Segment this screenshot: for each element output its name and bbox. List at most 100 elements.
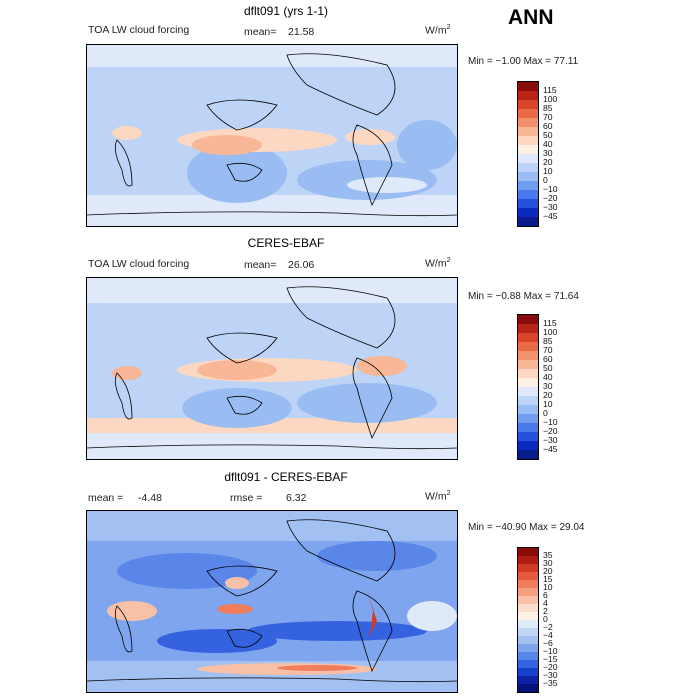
colorbar-swatch	[518, 620, 538, 628]
colorbar-swatch	[518, 652, 538, 660]
panel1-mean-label: mean=	[244, 26, 277, 38]
colorbar-tick-label: 10	[543, 399, 553, 409]
colorbar-swatch	[518, 450, 538, 459]
colorbar-tick-label: 20	[543, 157, 553, 167]
panel3-mean-label: mean =	[88, 492, 124, 504]
colorbar-swatch	[518, 181, 538, 190]
colorbar-swatch	[518, 145, 538, 154]
colorbar-swatch	[518, 628, 538, 636]
colorbar-swatch	[518, 109, 538, 118]
colorbar-tick-label: −30	[543, 670, 558, 680]
colorbar-tick-label: 60	[543, 354, 553, 364]
colorbar-swatch	[518, 199, 538, 208]
colorbar-swatch	[518, 91, 538, 100]
panel2-units: W/m2	[425, 257, 451, 270]
colorbar-tick-label: −15	[543, 654, 558, 664]
panel3-rmse-label: rmse =	[230, 492, 263, 504]
colorbar-swatch	[518, 190, 538, 199]
colorbar-tick-label: −20	[543, 662, 558, 672]
panel1-variable-label: TOA LW cloud forcing	[88, 24, 190, 36]
panel2-map	[86, 277, 458, 460]
colorbar-tick-label: −35	[543, 678, 558, 688]
colorbar-swatch	[518, 154, 538, 163]
colorbar-tick-label: −6	[543, 638, 553, 648]
colorbar-swatch	[518, 82, 538, 91]
panel2-map-field	[87, 278, 457, 459]
panel3-rmse-value: 6.32	[286, 492, 307, 504]
colorbar-swatch	[518, 684, 538, 692]
colorbar-swatch	[518, 548, 538, 556]
colorbar-tick-label: 50	[543, 130, 553, 140]
colorbar-tick-label: −10	[543, 646, 558, 656]
colorbar-tick-label: −10	[543, 184, 558, 194]
colorbar-tick-label: 2	[543, 606, 548, 616]
colorbar-tick-label: 30	[543, 381, 553, 391]
colorbar-swatch	[518, 100, 538, 109]
colorbar-tick-label: −4	[543, 630, 553, 640]
colorbar-tick-label: −45	[543, 211, 558, 221]
panel2-colorbar	[517, 314, 539, 460]
colorbar-swatch	[518, 172, 538, 181]
colorbar-swatch	[518, 127, 538, 136]
panel3-colorbar	[517, 547, 539, 693]
colorbar-swatch	[518, 441, 538, 450]
colorbar-tick-label: 115	[543, 318, 557, 328]
colorbar-swatch	[518, 324, 538, 333]
panel3-map-field	[87, 511, 457, 692]
panel1-mean-value: 21.58	[288, 26, 315, 38]
panel3-units: W/m2	[425, 490, 451, 503]
colorbar-swatch	[518, 588, 538, 596]
colorbar-tick-label: −30	[543, 202, 558, 212]
colorbar-swatch	[518, 612, 538, 620]
colorbar-tick-label: 40	[543, 139, 553, 149]
colorbar-swatch	[518, 342, 538, 351]
colorbar-tick-label: 115	[543, 85, 557, 95]
colorbar-swatch	[518, 636, 538, 644]
colorbar-swatch	[518, 564, 538, 572]
colorbar-swatch	[518, 660, 538, 668]
colorbar-tick-label: 70	[543, 345, 553, 355]
colorbar-tick-label: −45	[543, 444, 558, 454]
colorbar-tick-label: 4	[543, 598, 548, 608]
colorbar-tick-label: 20	[543, 566, 553, 576]
colorbar-swatch	[518, 405, 538, 414]
colorbar-swatch	[518, 136, 538, 145]
colorbar-tick-label: 20	[543, 390, 553, 400]
panel2-variable-label: TOA LW cloud forcing	[88, 258, 190, 270]
panel2-mean-value: 26.06	[288, 259, 315, 271]
colorbar-tick-label: 85	[543, 336, 553, 346]
colorbar-swatch	[518, 676, 538, 684]
panel3-title: dflt091 - CERES-EBAF	[224, 470, 348, 484]
panel3-map	[86, 510, 458, 693]
colorbar-swatch	[518, 596, 538, 604]
colorbar-tick-label: 60	[543, 121, 553, 131]
colorbar-tick-label: 10	[543, 166, 553, 176]
colorbar-tick-label: 10	[543, 582, 553, 592]
colorbar-tick-label: 100	[543, 94, 558, 104]
colorbar-swatch	[518, 333, 538, 342]
colorbar-tick-label: 50	[543, 363, 553, 373]
panel3-mean-value: -4.48	[138, 492, 162, 504]
colorbar-tick-label: −30	[543, 435, 558, 445]
panel3-min-max: Min = −40.90 Max = 29.04	[468, 522, 585, 533]
colorbar-tick-label: 70	[543, 112, 553, 122]
colorbar-swatch	[518, 556, 538, 564]
panel1-map-field	[87, 45, 457, 226]
colorbar-swatch	[518, 396, 538, 405]
colorbar-tick-label: −20	[543, 426, 558, 436]
colorbar-tick-label: 30	[543, 148, 553, 158]
colorbar-tick-label: 0	[543, 175, 548, 185]
colorbar-swatch	[518, 572, 538, 580]
colorbar-swatch	[518, 351, 538, 360]
colorbar-tick-label: 35	[543, 550, 553, 560]
colorbar-tick-label: 0	[543, 408, 548, 418]
colorbar-swatch	[518, 360, 538, 369]
panel2-mean-label: mean=	[244, 259, 277, 271]
colorbar-tick-label: 30	[543, 558, 553, 568]
colorbar-swatch	[518, 644, 538, 652]
colorbar-swatch	[518, 668, 538, 676]
colorbar-swatch	[518, 580, 538, 588]
colorbar-swatch	[518, 432, 538, 441]
panel1-units: W/m2	[425, 24, 451, 37]
colorbar-tick-label: −10	[543, 417, 558, 427]
